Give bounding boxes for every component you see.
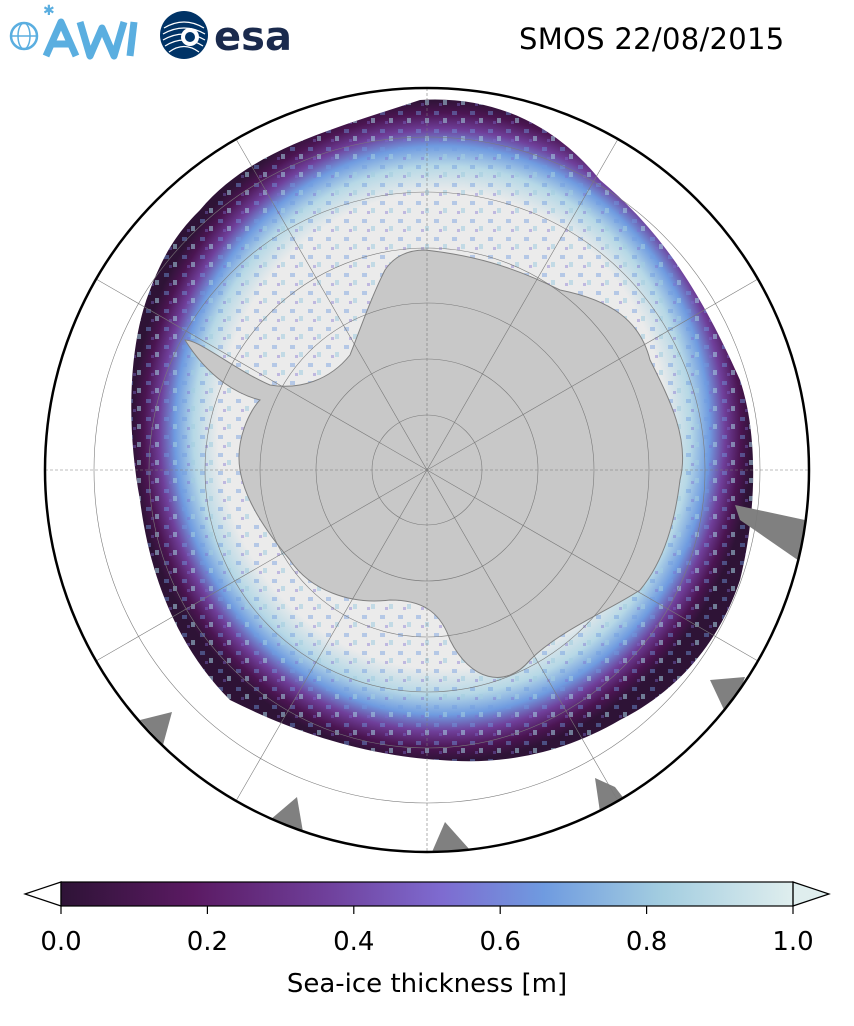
svg-text:esa: esa xyxy=(214,14,292,60)
ice-shelf-patch xyxy=(140,712,172,745)
colorbar-tick-label: 0.2 xyxy=(187,927,228,957)
map-boundary xyxy=(43,86,811,854)
graticule xyxy=(45,88,809,852)
colorbar-extend-max xyxy=(792,881,831,907)
ice-shelf-patch xyxy=(432,822,470,852)
ice-shelf-patch xyxy=(735,505,805,565)
colorbar-tick-label: 1.0 xyxy=(772,927,813,957)
colorbar-tick-label: 0.8 xyxy=(626,927,667,957)
map-title: SMOS 22/08/2015 xyxy=(519,22,785,56)
colorbar-gradient xyxy=(61,882,793,906)
colorbar-tick-label: 0.0 xyxy=(40,927,81,957)
polar-map xyxy=(43,86,811,854)
colorbar-extend-min xyxy=(23,881,62,907)
svg-text:✱: ✱ xyxy=(43,4,55,19)
colorbar: 0.0 0.2 0.4 0.6 0.8 1.0 Sea-ice thickness [m] xyxy=(23,881,831,999)
awi-logo: ✱ xyxy=(9,4,138,60)
esa-logo: esa xyxy=(160,11,292,60)
ice-shelf-patch xyxy=(710,677,745,712)
ice-shelf-patch xyxy=(270,797,303,832)
colorbar-tick-label: 0.6 xyxy=(480,927,521,957)
colorbar-label: Sea-ice thickness [m] xyxy=(287,969,567,999)
colorbar-tick-label: 0.4 xyxy=(333,927,374,957)
colorbar-ticks: 0.0 0.2 0.4 0.6 0.8 1.0 xyxy=(40,906,814,957)
